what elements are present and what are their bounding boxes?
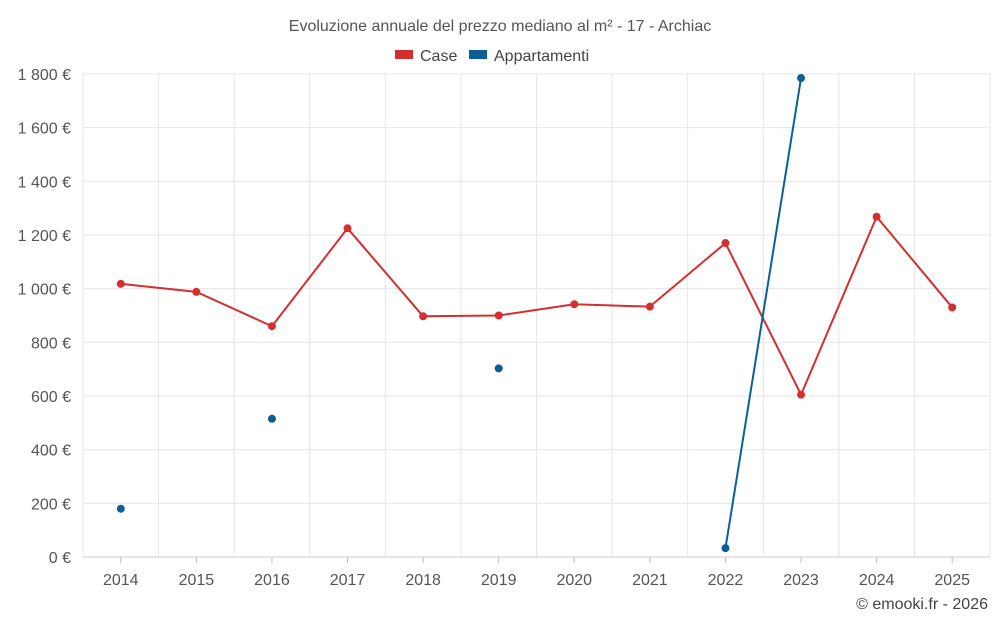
x-tick-label: 2021 — [632, 572, 668, 589]
data-point[interactable] — [116, 504, 125, 513]
data-point[interactable] — [721, 544, 730, 553]
chart-title: Evoluzione annuale del prezzo mediano al… — [289, 18, 711, 35]
series-line — [724, 77, 803, 549]
grid — [82, 73, 991, 558]
y-axis: 0 € 200 € 400 € 600 € 800 € 1 000 € 1 200 € 1 4… — [18, 67, 71, 567]
legend-label[interactable]: Case — [420, 48, 457, 65]
series-appartamenti — [116, 74, 806, 553]
y-tick-label: 600 € — [31, 389, 71, 406]
data-point[interactable] — [419, 312, 428, 321]
legend-swatch — [469, 50, 487, 59]
data-point[interactable] — [267, 322, 276, 331]
x-tick-label: 2023 — [783, 572, 819, 589]
data-point[interactable] — [797, 390, 806, 399]
y-tick-label: 1 800 € — [18, 67, 71, 84]
y-tick-label: 800 € — [31, 335, 71, 352]
y-tick-label: 1 200 € — [18, 228, 71, 245]
legend-swatch — [395, 50, 413, 59]
data-point[interactable] — [948, 303, 957, 312]
data-point[interactable] — [872, 212, 881, 221]
series-case — [116, 212, 957, 399]
data-point[interactable] — [721, 239, 730, 248]
y-tick-label: 1 400 € — [18, 174, 71, 191]
x-tick-label: 2015 — [179, 572, 215, 589]
x-tick-label: 2016 — [254, 572, 290, 589]
y-tick-label: 1 600 € — [18, 121, 71, 138]
data-point[interactable] — [797, 74, 806, 83]
x-tick-label: 2017 — [330, 572, 366, 589]
data-point[interactable] — [494, 364, 503, 373]
y-tick-label: 400 € — [31, 443, 71, 460]
y-tick-label: 200 € — [31, 496, 71, 513]
data-point[interactable] — [116, 279, 125, 288]
x-tick-label: 2020 — [556, 572, 592, 589]
y-tick-label: 0 € — [49, 550, 71, 567]
x-tick-label: 2014 — [103, 572, 139, 589]
x-tick-label: 2019 — [481, 572, 517, 589]
x-tick-label: 2025 — [934, 572, 970, 589]
x-tick-label: 2018 — [405, 572, 441, 589]
data-point[interactable] — [343, 224, 352, 233]
data-point[interactable] — [645, 302, 654, 311]
chart-legend: Case Appartamenti — [395, 48, 589, 65]
credit-text: © emooki.fr - 2026 — [856, 596, 988, 613]
data-point[interactable] — [192, 287, 201, 296]
data-point[interactable] — [494, 311, 503, 320]
data-point[interactable] — [570, 300, 579, 309]
series-layer — [116, 74, 957, 553]
x-tick-label: 2024 — [859, 572, 895, 589]
legend-label[interactable]: Appartamenti — [494, 48, 589, 65]
x-tick-label: 2022 — [708, 572, 744, 589]
series-line — [120, 215, 953, 396]
y-tick-label: 1 000 € — [18, 282, 71, 299]
x-axis: 2014 2015 2016 2017 2018 2019 2020 2021 2022 2023… — [83, 556, 990, 589]
data-point[interactable] — [267, 414, 276, 423]
